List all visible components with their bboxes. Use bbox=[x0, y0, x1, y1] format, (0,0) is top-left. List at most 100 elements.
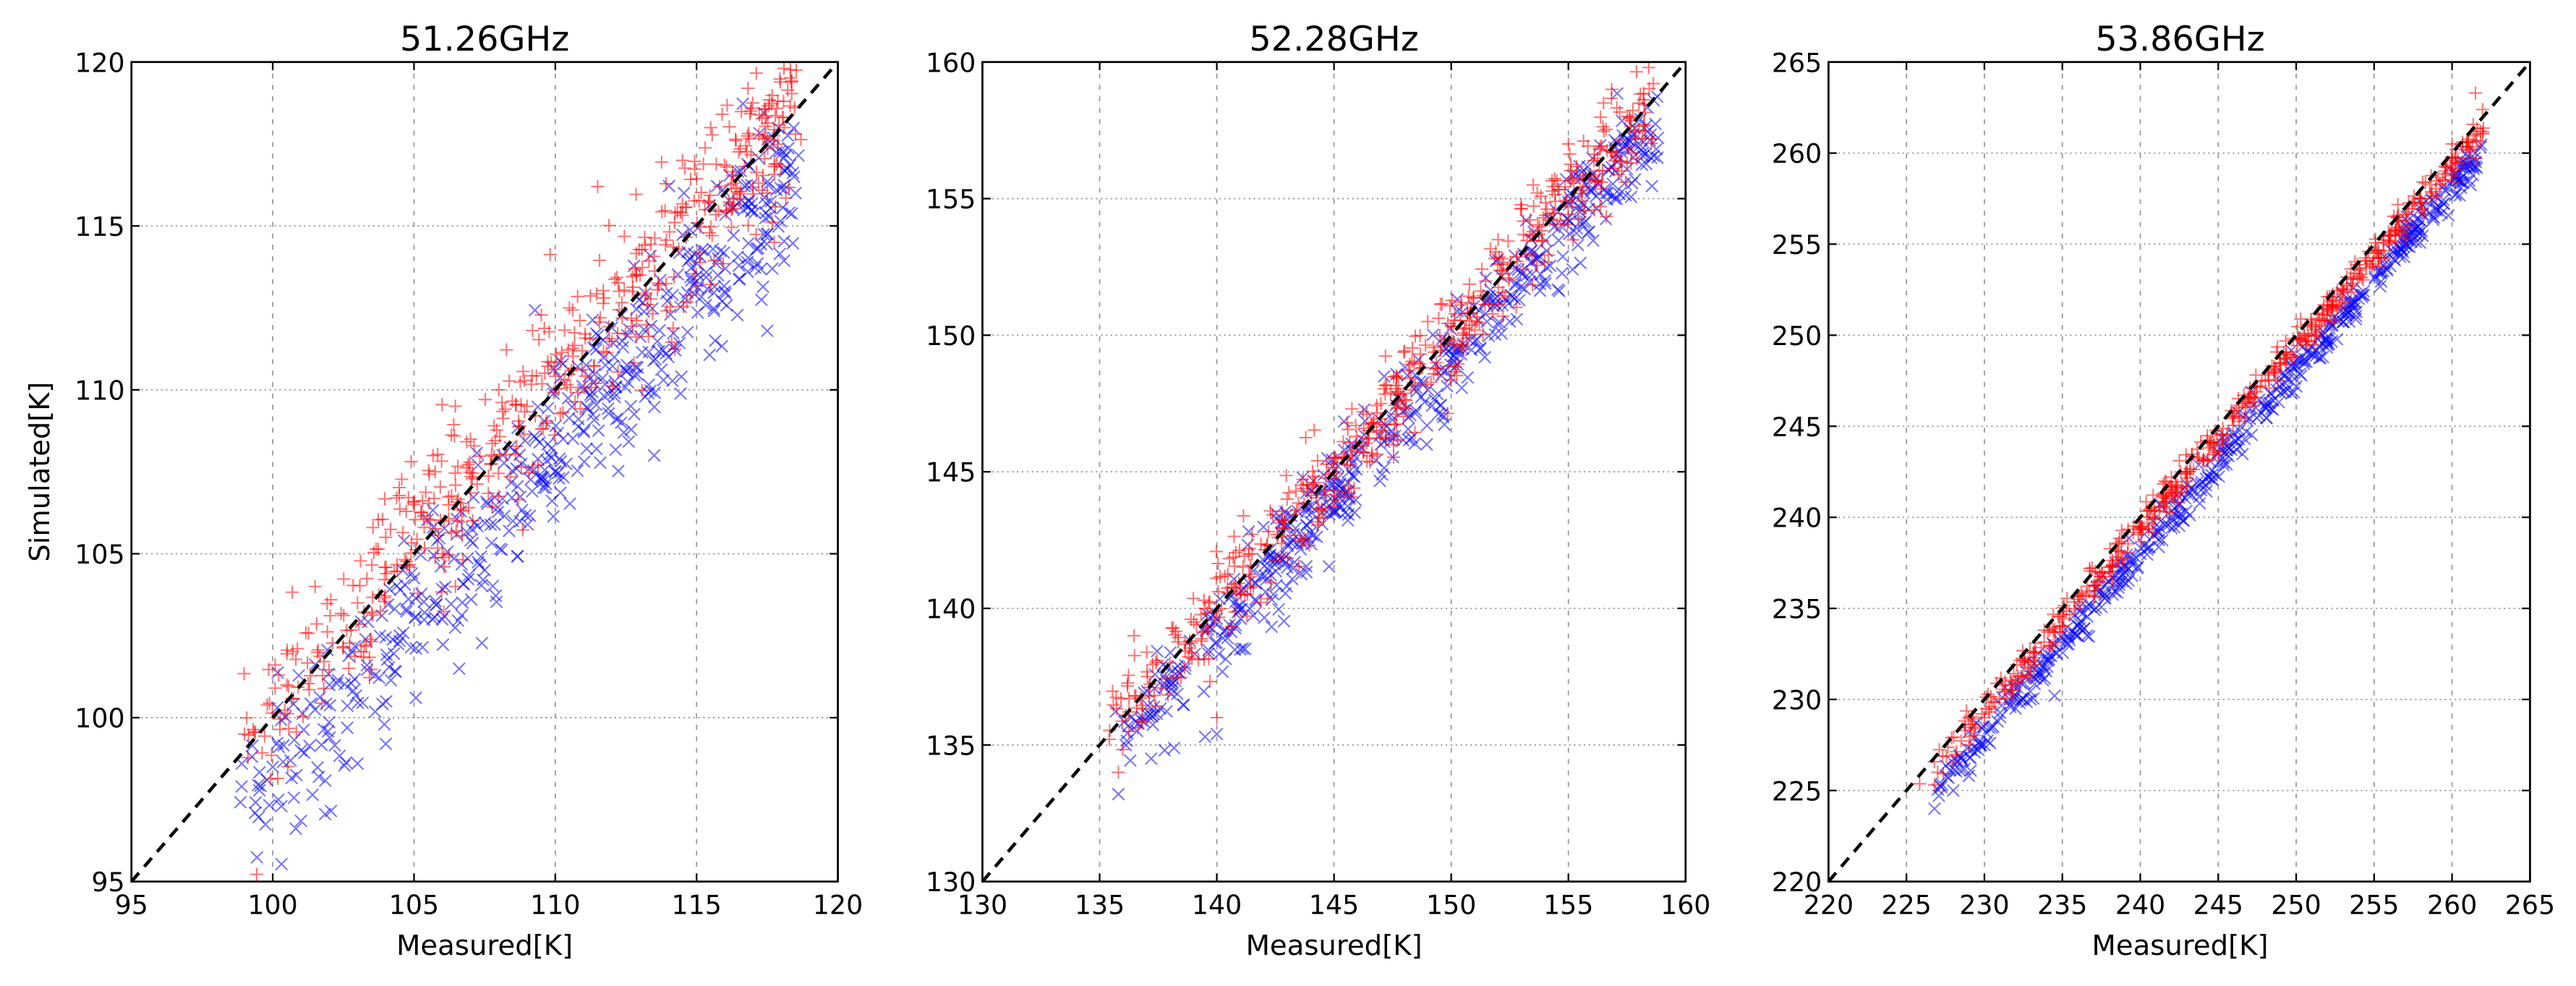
x-marker bbox=[1210, 727, 1224, 741]
x-marker bbox=[2430, 201, 2443, 214]
plus-marker bbox=[362, 650, 376, 664]
plus-marker bbox=[2047, 622, 2061, 636]
plus-marker bbox=[1363, 455, 1377, 469]
plus-marker bbox=[1198, 601, 1212, 616]
plus-marker bbox=[1261, 592, 1274, 605]
plus-marker bbox=[1593, 200, 1607, 213]
plus-marker bbox=[1595, 175, 1609, 189]
plus-marker bbox=[1492, 297, 1506, 311]
plus-marker bbox=[1645, 137, 1658, 150]
plus-marker bbox=[1444, 319, 1458, 333]
plus-marker bbox=[1963, 718, 1977, 731]
x-marker bbox=[745, 203, 759, 217]
plus-marker bbox=[1292, 559, 1306, 573]
plus-marker bbox=[640, 318, 654, 332]
plus-marker bbox=[1227, 559, 1242, 573]
plus-marker bbox=[554, 354, 568, 368]
x-marker bbox=[756, 280, 769, 294]
plus-marker bbox=[445, 489, 459, 503]
x-marker bbox=[488, 518, 501, 531]
x-marker bbox=[1601, 163, 1615, 177]
plus-marker bbox=[390, 491, 404, 505]
x-marker bbox=[2345, 294, 2358, 308]
plus-marker bbox=[743, 132, 756, 145]
plus-marker bbox=[1592, 163, 1606, 177]
x-marker bbox=[252, 778, 265, 792]
x-marker bbox=[1213, 592, 1227, 605]
x-marker bbox=[681, 326, 694, 339]
plus-marker bbox=[591, 179, 605, 193]
x-marker bbox=[1432, 407, 1445, 420]
plus-marker bbox=[250, 867, 263, 881]
x-marker bbox=[2225, 443, 2238, 456]
plus-marker bbox=[1946, 756, 1960, 770]
x-marker bbox=[549, 419, 563, 433]
x-marker bbox=[654, 363, 668, 376]
x-marker bbox=[351, 696, 364, 710]
plus-marker bbox=[354, 554, 367, 568]
plus-marker bbox=[2274, 356, 2287, 370]
plus-marker bbox=[1441, 407, 1454, 420]
x-marker bbox=[730, 250, 744, 263]
plus-marker bbox=[395, 472, 409, 486]
x-marker bbox=[551, 467, 565, 480]
plus-marker bbox=[1455, 338, 1469, 352]
x-marker bbox=[475, 637, 489, 650]
plus-marker bbox=[2121, 537, 2135, 551]
x-marker bbox=[1512, 294, 1526, 307]
plus-marker bbox=[749, 67, 763, 80]
plus-marker bbox=[1212, 611, 1226, 624]
plus-marker bbox=[1282, 486, 1296, 500]
plus-marker bbox=[1491, 233, 1505, 247]
plus-marker bbox=[629, 268, 643, 281]
plus-marker bbox=[396, 526, 409, 540]
plus-marker bbox=[2115, 524, 2128, 537]
plus-marker bbox=[1520, 234, 1534, 247]
plus-marker bbox=[1927, 778, 1942, 792]
x-marker bbox=[289, 822, 302, 836]
x-marker bbox=[368, 705, 382, 718]
plus-marker bbox=[362, 671, 377, 684]
plus-marker bbox=[1594, 182, 1608, 196]
plus-marker bbox=[1127, 649, 1141, 663]
plus-marker bbox=[571, 386, 584, 399]
plus-marker bbox=[1345, 402, 1359, 416]
x-marker bbox=[478, 564, 492, 577]
x-marker bbox=[1402, 433, 1416, 447]
plus-marker bbox=[1432, 311, 1446, 326]
x-marker bbox=[2259, 401, 2272, 415]
x-marker bbox=[576, 424, 590, 437]
plus-marker bbox=[514, 460, 528, 474]
x-marker bbox=[1144, 752, 1158, 765]
x-marker bbox=[341, 721, 354, 734]
x-marker bbox=[2118, 565, 2131, 579]
plus-marker bbox=[626, 280, 640, 294]
plus-marker bbox=[1564, 174, 1577, 188]
x-marker bbox=[2072, 619, 2085, 632]
plus-marker bbox=[366, 521, 380, 535]
x-marker bbox=[1233, 599, 1247, 613]
x-marker bbox=[519, 434, 532, 447]
plus-marker bbox=[610, 271, 623, 284]
x-marker bbox=[427, 611, 441, 624]
x-marker bbox=[769, 183, 783, 197]
x-marker bbox=[2429, 203, 2443, 216]
plus-marker bbox=[1209, 545, 1224, 558]
plus-marker bbox=[769, 200, 782, 214]
plus-marker bbox=[2446, 169, 2460, 182]
plus-marker bbox=[1587, 148, 1601, 161]
x-marker bbox=[733, 272, 746, 286]
x-marker bbox=[720, 299, 733, 312]
x-marker bbox=[1197, 685, 1211, 698]
plus-marker bbox=[765, 216, 779, 229]
x-marker bbox=[2336, 315, 2350, 329]
plus-marker bbox=[1427, 367, 1441, 381]
x-marker bbox=[566, 432, 579, 446]
plus-marker bbox=[707, 254, 721, 268]
plus-marker bbox=[1538, 208, 1552, 222]
plus-marker bbox=[410, 532, 424, 546]
x-marker bbox=[287, 791, 301, 804]
plus-marker bbox=[2337, 285, 2350, 299]
plus-marker bbox=[638, 239, 652, 252]
plus-marker bbox=[1150, 654, 1164, 668]
